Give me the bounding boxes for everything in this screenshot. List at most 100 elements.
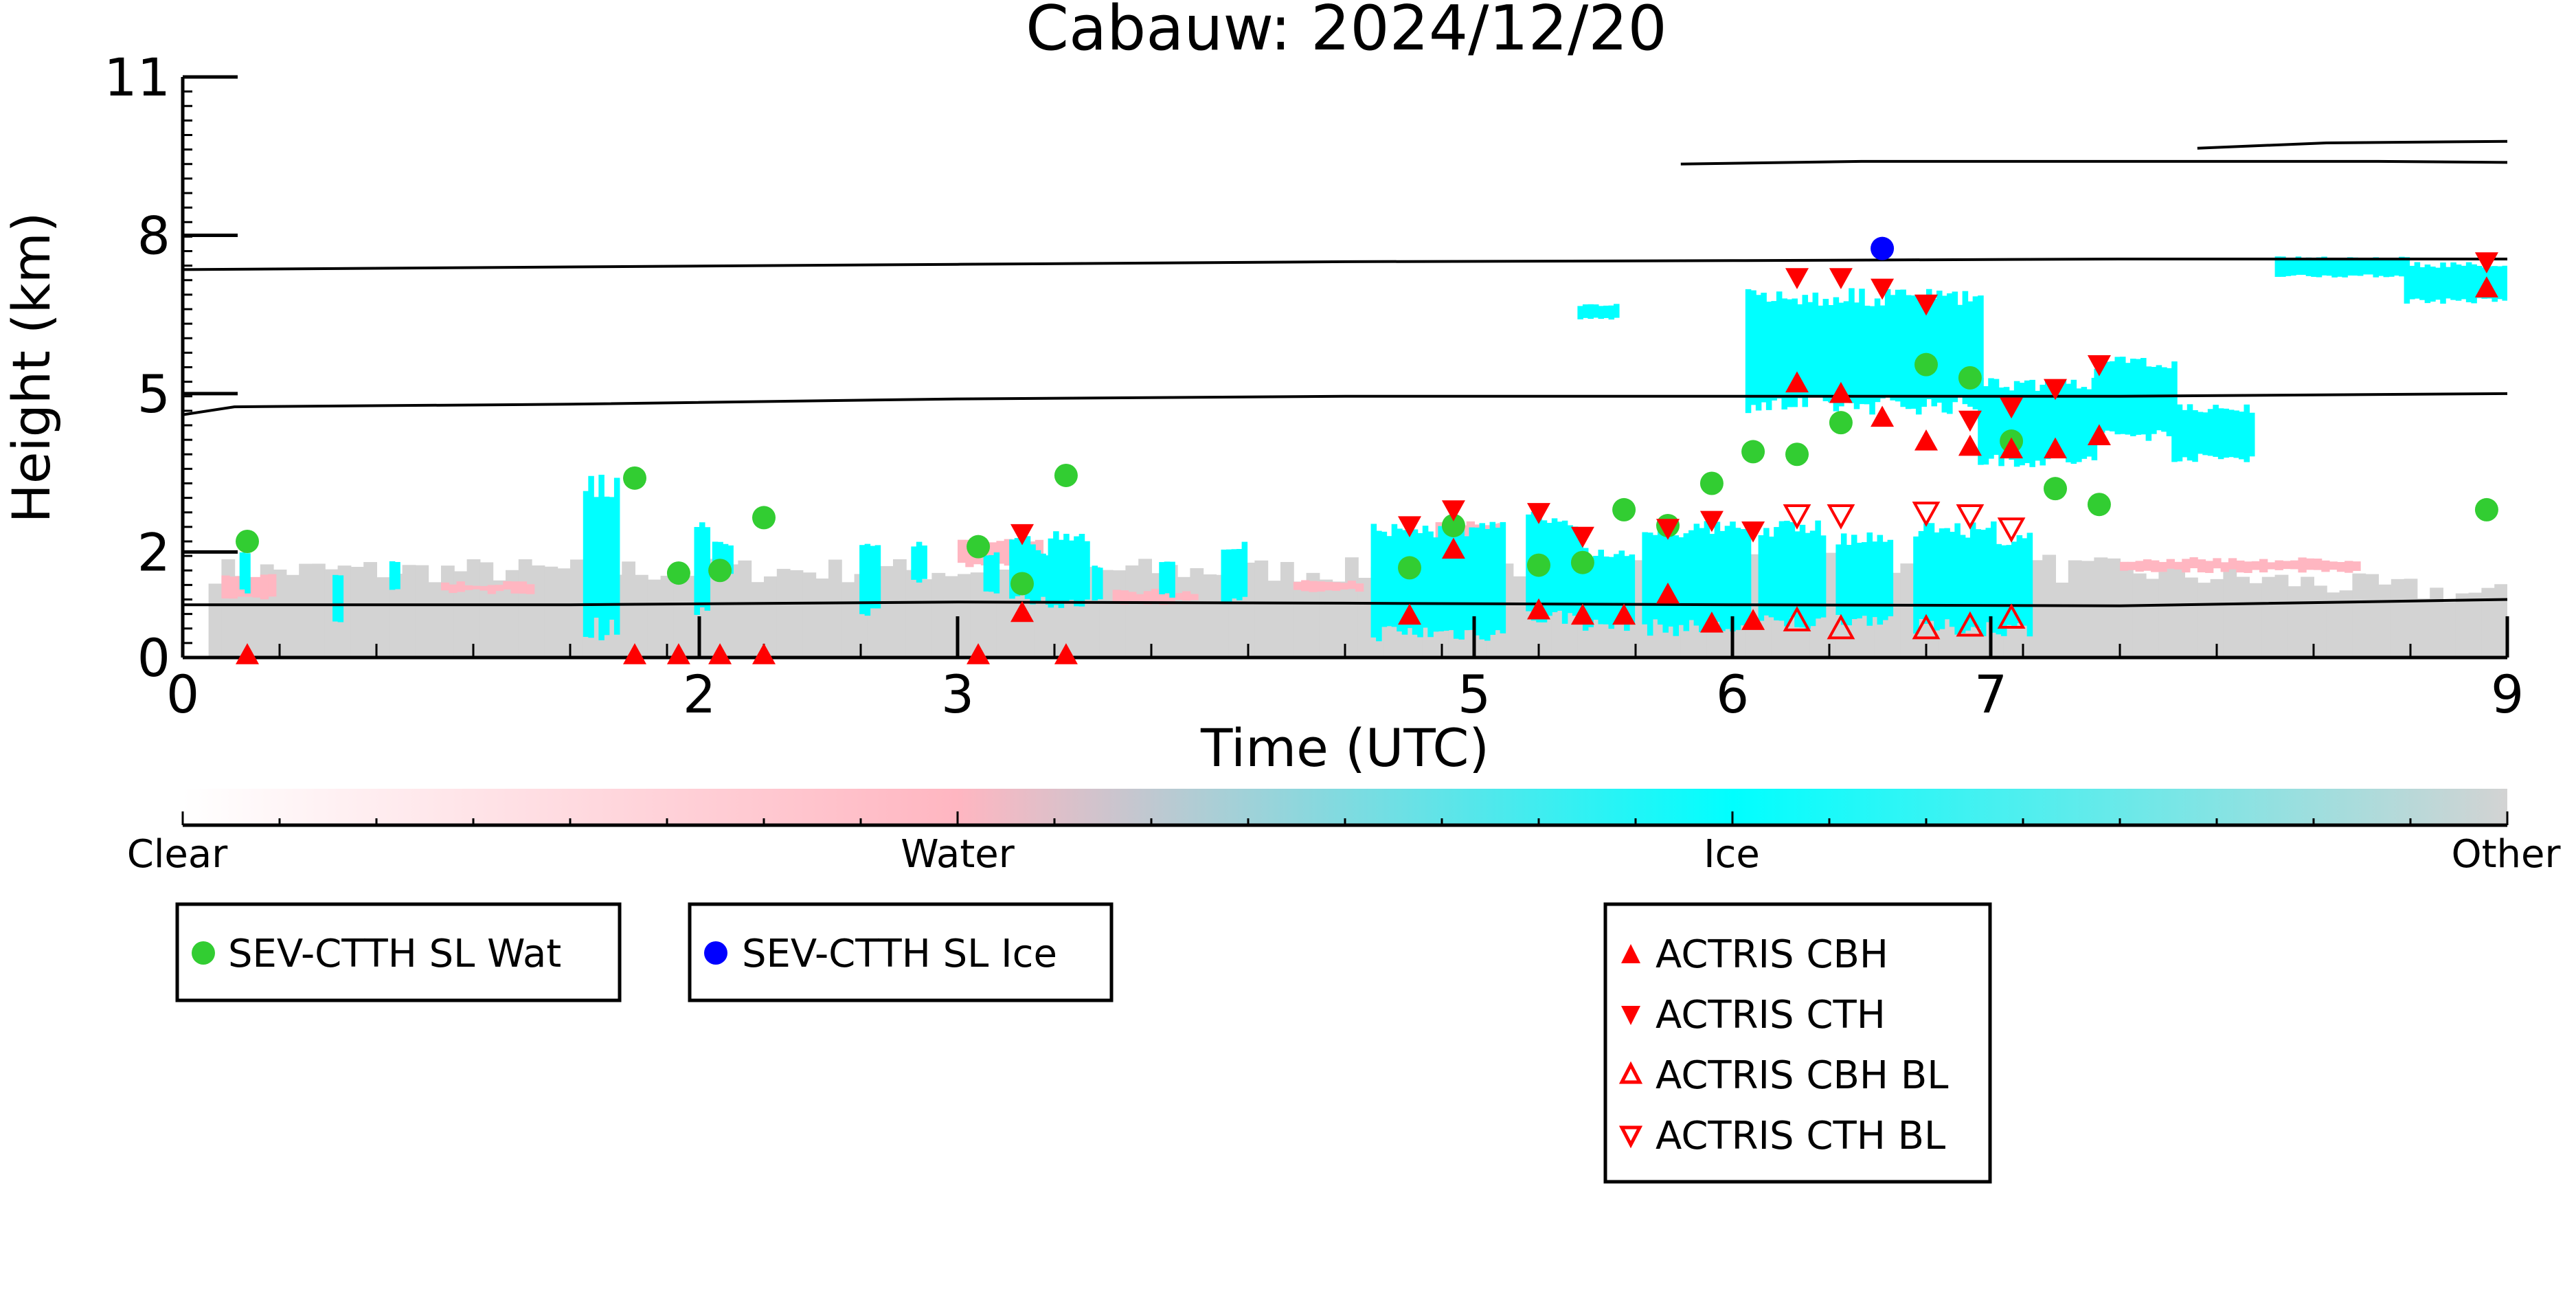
field-ice: [2321, 256, 2327, 276]
field-ice: [1993, 379, 2000, 456]
actris-cth-bl-point: [1783, 504, 1811, 530]
field-ice: [1657, 530, 1664, 625]
field-ice: [598, 474, 605, 640]
field-water: [1136, 594, 1144, 603]
field-other: [1099, 570, 1114, 658]
field-ice: [1957, 304, 1963, 396]
field-other: [273, 569, 287, 658]
field-ice: [2016, 535, 2023, 623]
field-ice: [993, 552, 1000, 594]
actris-cth-point: [2044, 379, 2067, 401]
field-water: [1347, 581, 1357, 590]
field-ice: [1092, 565, 1098, 600]
actris-cth-point: [1570, 526, 1594, 548]
y-tick-label: 2: [137, 521, 170, 583]
field-ice: [2044, 379, 2051, 460]
field-ice: [1866, 532, 1873, 626]
field-ice: [2476, 265, 2483, 298]
sev-ctth-sl-wat-point: [1612, 497, 1636, 521]
field-water: [1355, 583, 1364, 592]
field-ice: [2024, 380, 2031, 464]
field-water: [2251, 561, 2261, 570]
sev-ctth-sl-wat-point: [752, 506, 776, 530]
field-ice: [874, 545, 881, 609]
field-water: [2321, 560, 2330, 572]
field-ice: [2228, 409, 2235, 458]
field-ice: [1598, 306, 1604, 319]
field-ice: [2507, 265, 2513, 300]
field-other: [673, 572, 688, 658]
actris-cbh-point: [1958, 434, 1982, 456]
legend-marker-cbh: [1621, 944, 1640, 963]
actris-cbh-point: [2087, 424, 2111, 445]
field-ice: [1709, 534, 1715, 627]
field-other: [738, 560, 752, 658]
field-ice: [1040, 553, 1046, 597]
field-ice: [1376, 530, 1382, 642]
field-ice: [2342, 259, 2348, 278]
field-ice: [1582, 548, 1589, 631]
field-ice: [1900, 289, 1906, 407]
field-other: [764, 576, 778, 658]
field-ice: [593, 497, 600, 618]
field-other: [1190, 568, 1204, 658]
field-ice: [1489, 521, 1496, 635]
field-ice: [1035, 550, 1041, 603]
field-ice: [2367, 259, 2374, 275]
field-ice: [1714, 521, 1721, 622]
field-ice: [1952, 291, 1958, 403]
field-other: [970, 572, 984, 658]
field-ice: [1048, 538, 1054, 608]
field-ice: [1815, 520, 1821, 619]
legend-label-sl-ice: SEV-CTTH SL Ice: [742, 932, 1057, 976]
field-ice: [1975, 529, 1981, 629]
field-other: [1345, 557, 1359, 658]
field-ice: [1869, 306, 1875, 415]
field-other: [415, 565, 429, 658]
cloud-classification-field: [208, 256, 2513, 658]
field-ice: [2496, 266, 2503, 300]
field-ice: [1802, 295, 1809, 407]
field-ice: [1448, 530, 1454, 631]
actris-cbh-point: [708, 643, 732, 664]
field-other: [2197, 583, 2211, 658]
field-ice: [1978, 378, 1984, 465]
field-ice: [2040, 384, 2046, 466]
field-ice: [609, 497, 615, 620]
field-ice: [2450, 262, 2456, 300]
field-ice: [1809, 530, 1816, 627]
field-ice: [1978, 295, 1984, 409]
actris-cbh-point: [1656, 582, 1680, 604]
field-ice: [2006, 545, 2013, 625]
field-ice: [1009, 539, 1015, 599]
legend-label-sl-wat: SEV-CTTH SL Wat: [228, 932, 561, 976]
field-ice: [2399, 256, 2405, 277]
actris-cth-point: [2000, 397, 2024, 419]
actris-cbh-point: [1829, 381, 1853, 403]
field-ice: [1592, 556, 1599, 620]
field-ice: [1998, 388, 2004, 467]
field-ice: [2022, 538, 2028, 626]
field-other: [1293, 581, 1307, 658]
field-ice: [1469, 527, 1475, 630]
field-ice: [1840, 533, 1847, 625]
actris-cbh-point: [666, 643, 690, 664]
actris-cbh-point: [752, 643, 776, 664]
sev-ctth-sl-wat-point: [967, 535, 991, 559]
field-other: [389, 574, 403, 658]
field-ice: [2414, 262, 2421, 299]
field-ice: [2388, 258, 2395, 277]
field-ice: [1397, 528, 1403, 632]
field-water: [472, 585, 481, 590]
field-ice: [1895, 289, 1901, 402]
actris-cth-point: [2087, 355, 2111, 377]
field-ice: [2378, 258, 2384, 276]
field-other: [945, 576, 958, 658]
field-other: [2158, 567, 2173, 658]
field-ice: [1786, 299, 1793, 407]
field-ice: [2295, 256, 2302, 275]
legend-label-cth: ACTRIS CTH: [1656, 993, 1886, 1037]
x-tick-label: 9: [2491, 664, 2524, 725]
field-ice: [2060, 379, 2067, 458]
contour-line-5: [2197, 139, 2507, 150]
